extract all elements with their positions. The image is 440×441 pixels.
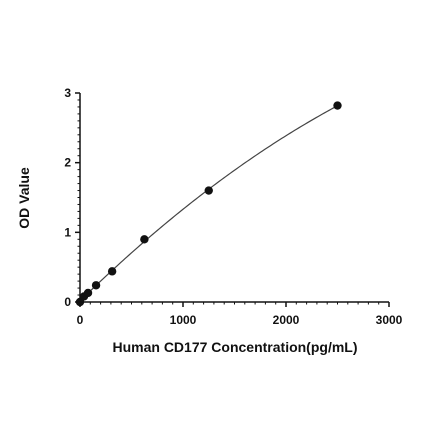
data-point <box>333 101 342 110</box>
y-tick-label: 0 <box>64 295 71 309</box>
y-tick-label: 1 <box>64 225 71 239</box>
data-point <box>140 235 149 244</box>
y-axis: 0 1 2 3 <box>64 86 81 309</box>
fit-curve <box>79 105 338 302</box>
x-tick-label: 0 <box>77 313 84 327</box>
x-tick-label: 1000 <box>170 313 197 327</box>
plot-area <box>75 101 342 307</box>
data-point <box>204 186 213 195</box>
data-point <box>107 267 117 276</box>
y-tick-label: 2 <box>64 156 71 170</box>
y-axis-title: OD Value <box>16 167 32 229</box>
x-tick-label: 3000 <box>376 313 403 327</box>
y-tick-label: 3 <box>64 86 71 100</box>
data-points <box>75 101 342 307</box>
data-point <box>83 288 93 298</box>
data-point <box>91 281 101 290</box>
x-tick-label: 2000 <box>273 313 300 327</box>
x-axis-title: Human CD177 Concentration(pg/mL) <box>112 339 357 355</box>
x-axis: 0 1000 2000 3000 <box>77 301 403 327</box>
